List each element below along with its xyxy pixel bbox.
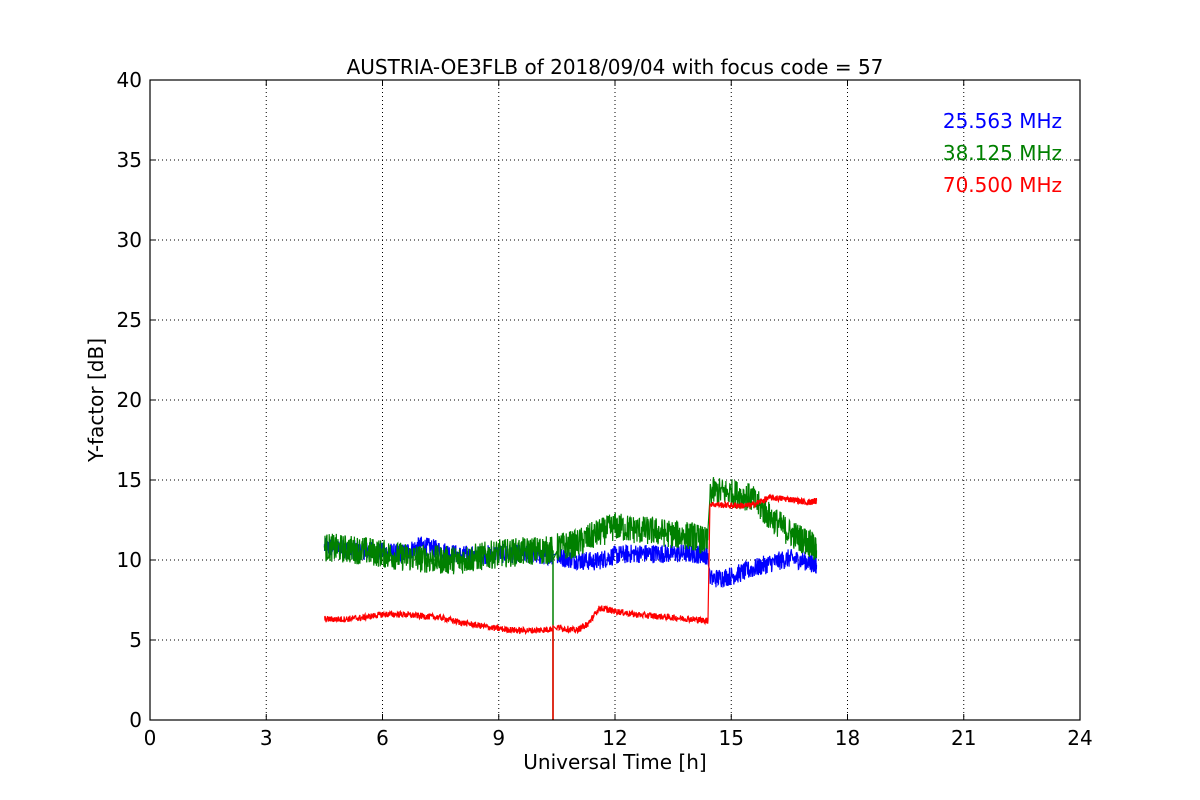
x-tick-label: 0 — [144, 726, 157, 750]
series-line — [324, 493, 818, 636]
y-tick-label: 10 — [117, 548, 142, 572]
x-tick-label: 9 — [492, 726, 505, 750]
x-tick-label: 6 — [376, 726, 389, 750]
series-2 — [324, 493, 818, 720]
grid-lines — [150, 80, 1080, 720]
x-tick-label: 15 — [719, 726, 744, 750]
series-0 — [323, 536, 818, 589]
y-tick-label: 20 — [117, 388, 142, 412]
legend: 25.563 MHz 38.125 MHz 70.500 MHz — [943, 109, 1062, 197]
legend-entry: 38.125 MHz — [943, 141, 1062, 165]
x-tick-label: 21 — [951, 726, 976, 750]
y-tick-label: 25 — [117, 308, 142, 332]
y-tick-label: 0 — [129, 708, 142, 732]
legend-entry: 70.500 MHz — [943, 173, 1062, 197]
legend-entry: 25.563 MHz — [943, 109, 1062, 133]
series-layer — [323, 477, 818, 720]
y-tick-label: 30 — [117, 228, 142, 252]
x-tick-label: 18 — [835, 726, 860, 750]
y-tick-label: 35 — [117, 148, 142, 172]
x-axis-label: Universal Time [h] — [523, 750, 706, 774]
chart-title: AUSTRIA-OE3FLB of 2018/09/04 with focus … — [347, 55, 884, 79]
x-tick-label: 3 — [260, 726, 273, 750]
y-tick-label: 15 — [117, 468, 142, 492]
series-line — [323, 536, 818, 589]
x-tick-label: 24 — [1067, 726, 1092, 750]
series-1 — [323, 477, 818, 720]
axis-ticks: 0 3 6 9 12 15 18 21 24 0 5 10 15 20 25 30 35 40 — [117, 68, 1093, 750]
x-tick-label: 12 — [602, 726, 627, 750]
y-axis-label: Y-factor [dB] — [84, 338, 108, 463]
y-tick-label: 40 — [117, 68, 142, 92]
series-line — [323, 477, 818, 575]
y-tick-label: 5 — [129, 628, 142, 652]
